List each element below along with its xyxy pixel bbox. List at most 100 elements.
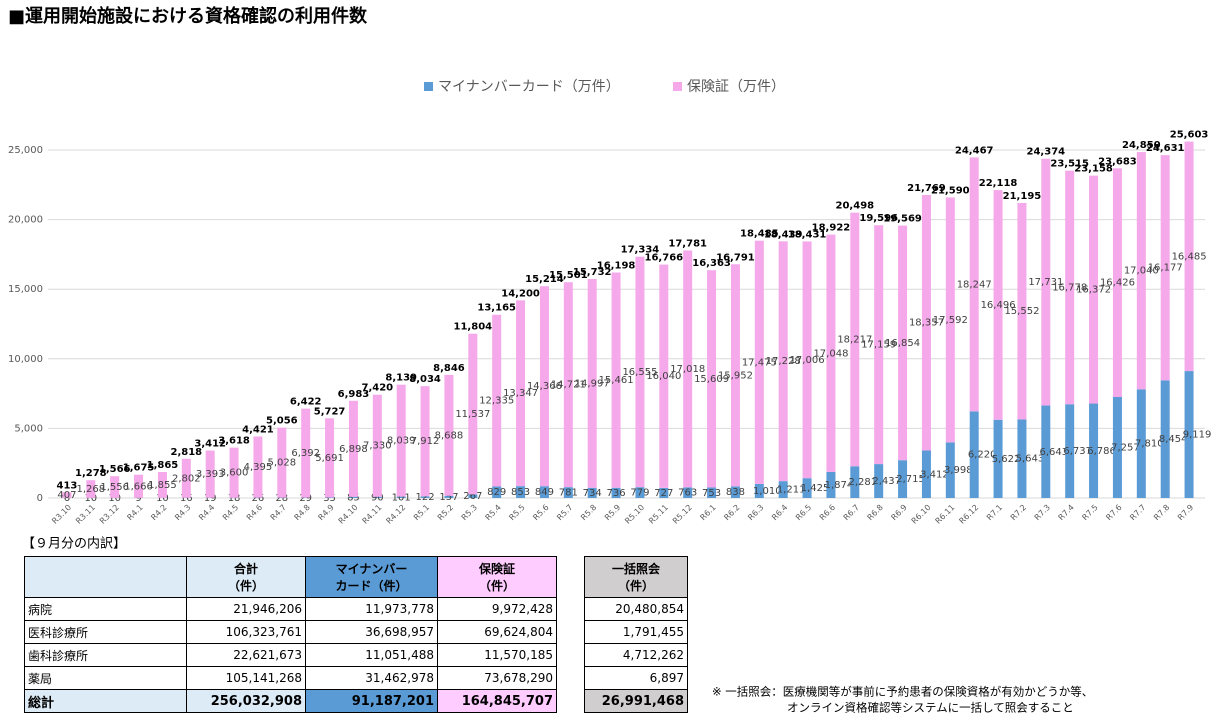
value-label: 17,731: [1028, 277, 1063, 288]
cell: 164,845,707: [437, 689, 557, 713]
total-label: 23,683: [1098, 156, 1137, 167]
value-label: 17,228: [766, 356, 801, 367]
x-tick-label: R6.7: [842, 503, 861, 522]
x-tick-label: R4.6: [245, 503, 264, 522]
total-label: 18,431: [788, 229, 827, 240]
x-tick-label: R3.12: [98, 503, 121, 526]
value-label: 15,952: [718, 370, 753, 381]
value-label: 8,688: [435, 430, 464, 441]
table-caption: 【９月分の内訳】: [22, 536, 126, 552]
bar-segment: [1160, 380, 1170, 498]
value-label: 6: [64, 493, 70, 504]
x-tick-label: R4.10: [337, 503, 360, 526]
cell: 11,570,185: [437, 643, 557, 667]
total-label: 3,412: [194, 439, 226, 450]
value-label: 101: [392, 492, 411, 503]
value-label: 17,040: [1124, 266, 1159, 277]
total-label: 21,195: [1003, 191, 1042, 202]
x-tick-label: R4.11: [361, 503, 384, 526]
value-label: 727: [654, 488, 673, 499]
total-label: 8,139: [385, 373, 417, 384]
header-cell: [24, 556, 187, 598]
value-label: 18: [228, 493, 241, 504]
x-tick-label: R5.3: [460, 503, 479, 522]
x-tick-label: R5.5: [507, 503, 526, 522]
value-label: 6,786: [1087, 446, 1116, 457]
bar-segment: [754, 240, 764, 484]
value-label: 17,592: [933, 315, 968, 326]
value-label: 3,393: [196, 469, 225, 480]
bar-segment: [205, 450, 215, 498]
row: 薬局 105,141,268 31,462,978 73,678,290: [24, 666, 557, 690]
total-label: 16,363: [692, 258, 731, 269]
total-label: 5,727: [314, 406, 346, 417]
value-label: 1,666: [124, 481, 153, 492]
x-tick-label: R5.11: [647, 503, 670, 526]
bar-segment: [1041, 158, 1051, 406]
bar-segment: [921, 450, 931, 498]
x-tick-label: R3.11: [74, 503, 97, 526]
x-tick-label: R4.9: [316, 503, 335, 522]
bar-segment: [826, 471, 836, 498]
y-tick-label: 5,000: [14, 423, 43, 434]
x-tick-label: R7.3: [1033, 503, 1052, 522]
bar-segment: [945, 197, 955, 443]
bar-segment: [659, 264, 669, 488]
value-label: 18,357: [909, 318, 944, 329]
value-label: 16,555: [622, 367, 657, 378]
note: ※ 一括照会：医療機関等が事前に予約患者の保険資格が有効かどうか等、: [712, 685, 1093, 699]
value-label: 7,810: [1135, 439, 1164, 450]
value-label: 17,048: [813, 348, 848, 359]
total-label: 24,631: [1146, 143, 1185, 154]
bar-segment: [516, 486, 526, 498]
legend-label: マイナンバーカード（万件）: [438, 79, 620, 95]
value-label: 7,257: [1111, 442, 1140, 453]
total-label: 2,818: [170, 447, 202, 458]
total-label: 18,485: [740, 229, 779, 240]
total-label: 15,501: [549, 270, 588, 281]
bar-segment: [969, 411, 979, 498]
value-label: 2,437: [872, 476, 901, 487]
total-label: 7,420: [361, 383, 393, 394]
bar-segment: [730, 486, 740, 498]
cell: 22,621,673: [186, 643, 306, 667]
value-label: 10: [84, 493, 97, 504]
bar-segment: [468, 333, 478, 495]
total-label: 21,769: [907, 183, 946, 194]
value-label: 16,426: [1100, 278, 1135, 289]
value-label: 829: [487, 487, 506, 498]
bar-segment: [730, 264, 740, 487]
header-cell: 一括照会 （件）: [584, 556, 688, 598]
x-tick-label: R6.6: [818, 503, 837, 522]
cell: 9,972,428: [437, 597, 557, 621]
total-label: 23,515: [1050, 159, 1089, 170]
value-label: 13,347: [503, 388, 538, 399]
header-row: 一括照会 （件）: [584, 556, 688, 598]
total-label: 8,846: [433, 363, 465, 374]
value-label: 28: [275, 493, 288, 504]
value-label: 849: [535, 487, 554, 498]
chart-title: ■運用開始施設における資格確認の利用件数: [8, 5, 368, 27]
value-label: 9: [135, 493, 141, 504]
x-tick-label: R4.12: [384, 503, 407, 526]
x-tick-label: R5.7: [555, 503, 574, 522]
cell: 21,946,206: [186, 597, 306, 621]
total-label: 19,596: [859, 213, 898, 224]
total-label: 13,165: [477, 303, 516, 314]
x-tick-label: R4.7: [269, 503, 288, 522]
value-label: 17,159: [861, 340, 896, 351]
value-label: 736: [607, 488, 626, 499]
x-tick-label: R4.2: [149, 503, 168, 522]
value-label: 2,802: [172, 473, 201, 484]
value-label: 7,912: [411, 436, 440, 447]
total-label: 25,603: [1170, 130, 1209, 141]
legend-label: 保険証（万件）: [687, 79, 785, 95]
value-label: 763: [678, 488, 697, 499]
bar-segment: [348, 400, 358, 497]
x-tick-label: R7.7: [1128, 503, 1147, 522]
row: 20,480,854: [584, 597, 688, 621]
cell: 総計: [24, 689, 187, 713]
value-label: 3,998: [944, 465, 973, 476]
value-label: 8,454: [1159, 434, 1188, 445]
